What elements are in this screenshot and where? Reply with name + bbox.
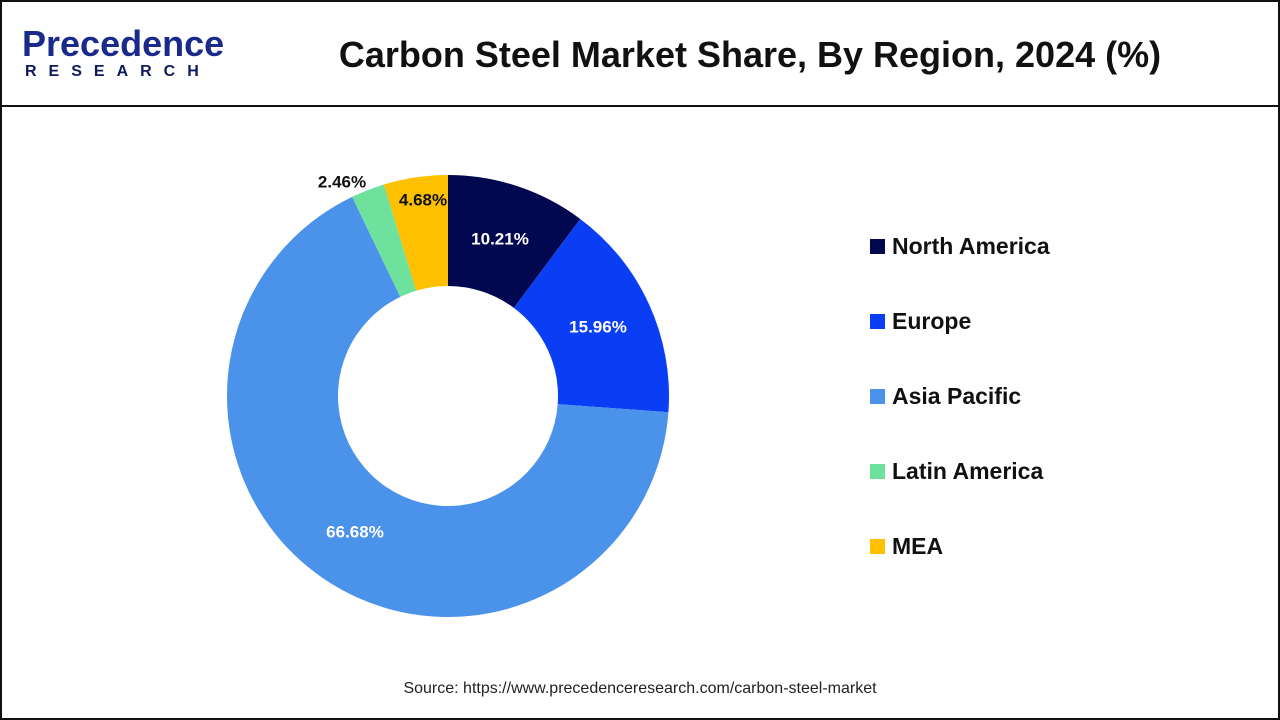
legend-label: Europe (892, 308, 972, 334)
legend-swatch (870, 389, 885, 404)
logo-line2: RESEARCH (25, 63, 211, 80)
data-label: 4.68% (399, 190, 447, 209)
data-label: 2.46% (318, 172, 366, 191)
legend-item: MEA (870, 509, 1050, 584)
data-label: 15.96% (569, 317, 627, 336)
legend-swatch (870, 314, 885, 329)
logo-line1: Precedence (22, 23, 225, 64)
slice-europe (513, 218, 670, 413)
data-label: 66.68% (326, 522, 384, 541)
header-divider (0, 105, 1280, 107)
legend-label: North America (892, 233, 1050, 259)
chart-title: Carbon Steel Market Share, By Region, 20… (338, 34, 1162, 75)
legend-swatch (870, 539, 885, 554)
slice-latin-america (352, 184, 417, 297)
slice-north-america (448, 175, 581, 308)
source-text: Source: https://www.precedenceresearch.c… (403, 680, 877, 697)
legend-item: Europe (870, 284, 1050, 359)
legend-label: Asia Pacific (892, 383, 1022, 409)
legend-item: Latin America (870, 434, 1050, 509)
data-label: 10.21% (471, 229, 529, 248)
legend-swatch (870, 239, 885, 254)
slice-mea (383, 175, 448, 291)
legend-swatch (870, 464, 885, 479)
legend-item: North America (870, 209, 1050, 284)
legend-label: MEA (892, 533, 944, 559)
logo: Precedence RESEARCH (22, 26, 224, 81)
legend: North America Europe Asia Pacific Latin Ame… (870, 209, 1050, 584)
legend-item: Asia Pacific (870, 359, 1050, 434)
slice-asia-pacific (227, 196, 669, 617)
legend-label: Latin America (892, 458, 1044, 484)
